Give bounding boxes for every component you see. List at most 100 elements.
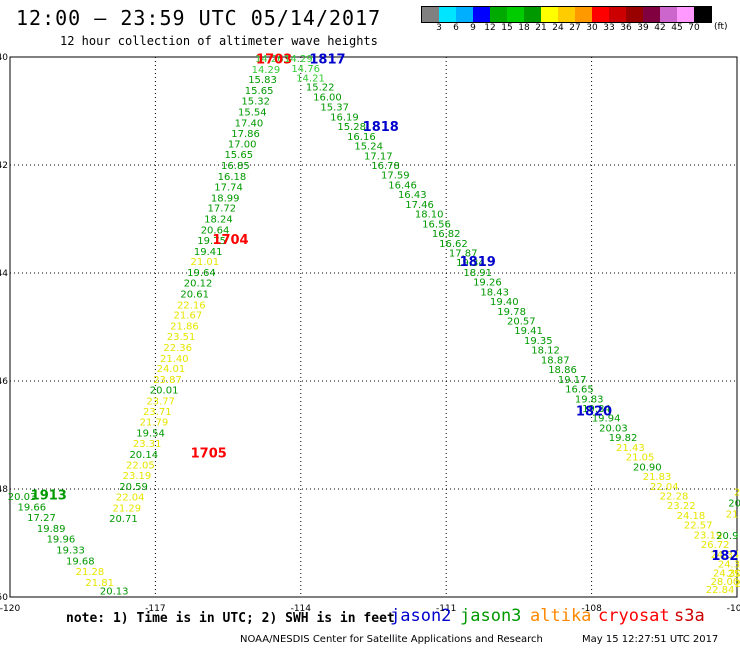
wave-height-value: 26.72	[701, 540, 730, 551]
wave-height-value: 17.00	[228, 139, 257, 150]
wave-height-value: 22.36	[163, 343, 192, 354]
wave-height-value: 18.24	[204, 214, 233, 225]
wave-height-value: 23.22	[667, 501, 696, 512]
pass-label: 1703	[256, 53, 292, 68]
wave-height-value: 16.65	[565, 385, 594, 396]
wave-height-value: 14.21	[296, 74, 325, 85]
x-tick-label: -120	[0, 604, 20, 614]
wave-height-value: 23.51	[167, 332, 196, 343]
wave-height-value: 24.34	[711, 550, 740, 561]
wave-height-value: 19.33	[56, 545, 85, 556]
wave-height-value: 15.28	[337, 122, 366, 133]
wave-height-value: 15.83	[248, 75, 277, 86]
wave-height-value: 18.91	[463, 268, 492, 279]
wave-height-value: 15.24	[354, 142, 383, 153]
colorbar-swatch	[490, 7, 507, 22]
wave-height-value: 15.54	[238, 108, 267, 119]
wave-height-value: 25.60	[728, 569, 740, 580]
colorbar-swatch	[439, 7, 456, 22]
colorbar-swatch	[677, 7, 694, 22]
legend-note: note: 1) Time is in UTC; 2) SWH is in fe…	[66, 611, 395, 626]
pass-label: 1817	[309, 53, 345, 68]
colorbar-swatch	[643, 7, 660, 22]
colorbar-label: 24	[552, 23, 564, 33]
wave-height-value: 21.81	[85, 578, 114, 589]
colorbar-label: 39	[637, 23, 649, 33]
colorbar-label: 9	[470, 23, 476, 33]
colorbar-swatch	[422, 7, 439, 22]
wave-height-value: 22.16	[177, 300, 206, 311]
pass-label: 1820	[576, 405, 612, 420]
wave-height-value: 16.43	[398, 190, 427, 201]
wave-height-value: 23.31	[133, 439, 162, 450]
y-tick-label: 48	[0, 485, 8, 495]
wave-height-value: 21	[726, 509, 739, 520]
wave-height-value: 18.12	[531, 346, 560, 357]
legend-item-jason3: jason3	[460, 606, 522, 626]
y-tick-label: 46	[0, 377, 8, 387]
wave-height-value: 16.82	[432, 229, 461, 240]
wave-height-value: 20.64	[201, 225, 230, 236]
wave-height-value: 23.19	[694, 530, 723, 541]
legend-item-cryosat: cryosat	[598, 606, 670, 626]
wave-height-value: 23.71	[143, 407, 172, 418]
wave-height-value: 16.56	[422, 219, 451, 230]
wave-height-colorbar	[421, 6, 712, 23]
wave-height-value: 23.87	[153, 375, 182, 386]
wave-height-value: 17.74	[214, 183, 243, 194]
page-subtitle: 12 hour collection of altimeter wave hei…	[60, 34, 378, 48]
wave-height-value: 14.76	[291, 64, 320, 75]
wave-height-value: 17.40	[235, 118, 264, 129]
wave-height-value: 19.78	[497, 307, 526, 318]
wave-height-value: 17.72	[207, 204, 236, 215]
colorbar-swatch	[541, 7, 558, 22]
colorbar-label: 6	[453, 23, 459, 33]
wave-height-value: 16.78	[371, 161, 400, 172]
colorbar-swatch	[660, 7, 677, 22]
colorbar-units: (ft)	[714, 22, 728, 32]
wave-height-value: 17.87	[449, 248, 478, 259]
y-tick-label: 42	[0, 161, 8, 171]
wave-height-value: 16.00	[313, 92, 342, 103]
wave-height-value: 19.35	[524, 336, 553, 347]
x-tick-label: -114	[291, 604, 312, 614]
wave-height-value: 21.67	[174, 311, 203, 322]
pass-label: 1819	[460, 255, 496, 270]
wave-height-value: 19.89	[37, 524, 66, 535]
colorbar-label: 33	[603, 23, 615, 33]
wave-height-value: 20.12	[184, 279, 213, 290]
wave-height-value: 16.46	[388, 180, 417, 191]
wave-height-value: 19.96	[47, 535, 76, 546]
wave-height-value: 21.83	[643, 472, 672, 483]
wave-height-value: 19.41	[194, 247, 223, 258]
footer-timestamp: May 15 12:27:51 UTC 2017	[582, 634, 719, 645]
colorbar-swatch	[473, 7, 490, 22]
wave-height-value: 20.71	[109, 514, 138, 525]
page-title: 12:00 — 23:59 UTC 05/14/2017	[16, 6, 382, 30]
wave-height-value: 24.01	[157, 364, 186, 375]
wave-height-value: 20.9	[716, 531, 738, 542]
wave-height-value: 22.84	[735, 579, 740, 590]
legend-item-s3a: s3a	[674, 606, 705, 626]
wave-height-value: 15.65	[224, 150, 253, 161]
wave-height-value: 2	[734, 488, 740, 499]
wave-height-value: 19.26	[473, 278, 502, 289]
wave-height-value: 15.65	[245, 86, 274, 97]
x-tick-label: -105	[727, 604, 740, 614]
wave-height-value: 20	[728, 499, 740, 510]
wave-height-value: 15.22	[306, 83, 335, 94]
wave-height-value: 18.99	[211, 193, 240, 204]
pass-label: 1704	[212, 233, 248, 248]
wave-height-value: 14.26	[255, 54, 284, 65]
wave-height-value: 19.83	[575, 394, 604, 405]
wave-height-value: 20.61	[180, 290, 209, 301]
wave-height-value: 15.37	[320, 103, 349, 114]
wave-height-value: 21.28	[76, 567, 105, 578]
wave-height-value: 22.57	[684, 521, 713, 532]
wave-height-value: 21.40	[160, 354, 189, 365]
pass-label: 1913	[31, 488, 67, 503]
wave-height-value: 20.59	[119, 482, 148, 493]
wave-height-value: 16.62	[439, 239, 468, 250]
wave-height-value: 21.86	[170, 321, 199, 332]
pass-label: 1818	[363, 120, 399, 135]
